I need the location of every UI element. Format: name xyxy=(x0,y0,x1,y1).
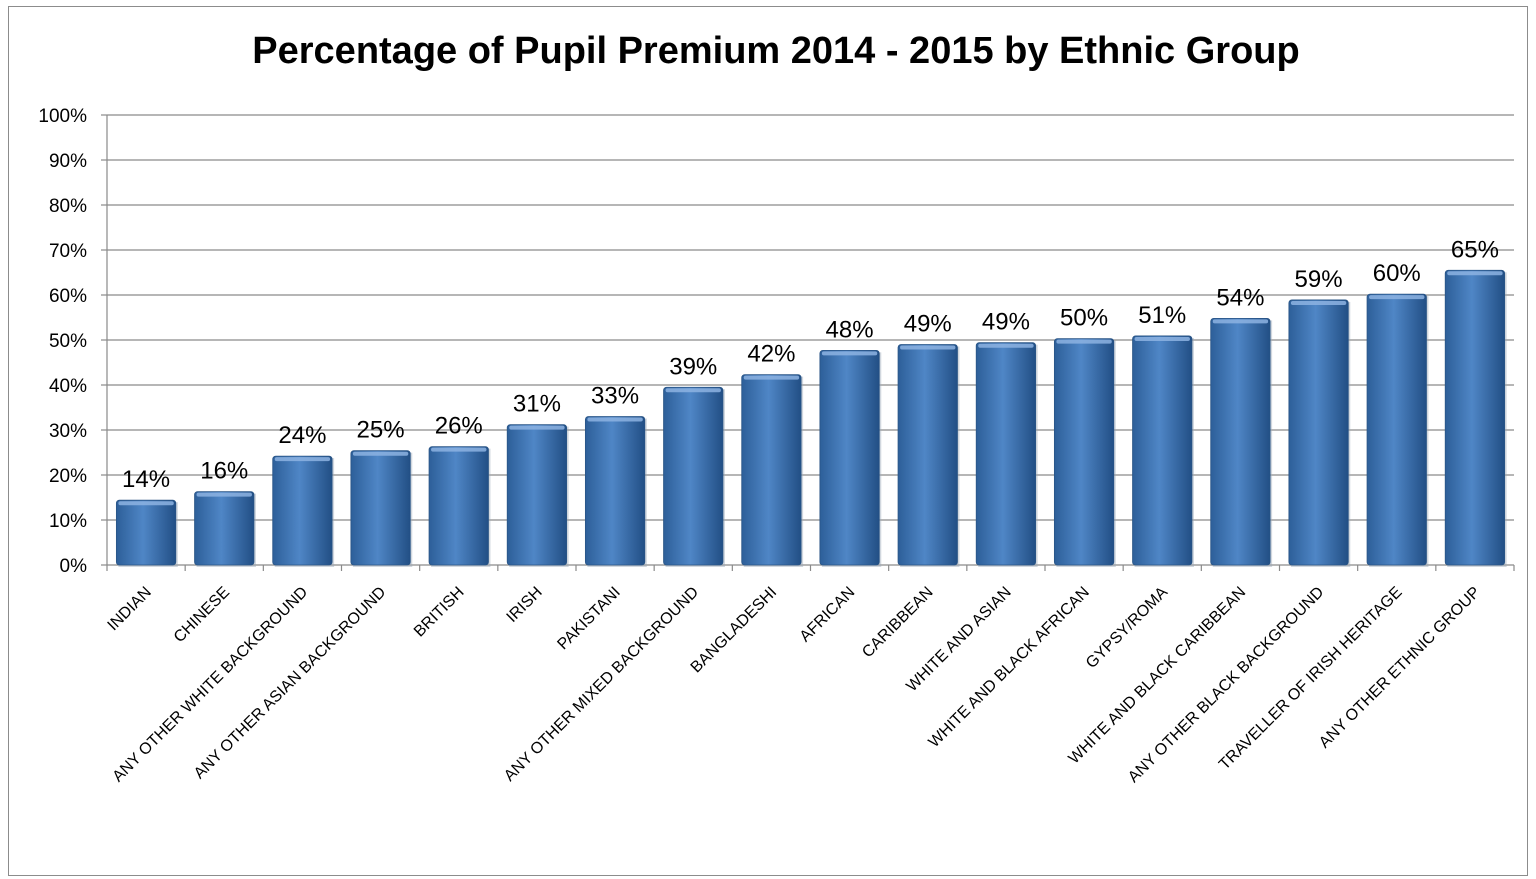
bar xyxy=(272,455,333,566)
data-label: 31% xyxy=(513,391,561,418)
bar xyxy=(1132,335,1193,566)
category-label: WHITE AND BLACK CARIBBEAN xyxy=(1066,584,1250,768)
bar xyxy=(584,416,646,566)
bar-highlight xyxy=(1369,295,1425,300)
data-label: 39% xyxy=(669,353,717,380)
bar-highlight xyxy=(352,451,409,456)
category-label: IRISH xyxy=(504,584,546,626)
bar-highlight xyxy=(587,417,643,422)
bar xyxy=(1366,293,1427,566)
bar xyxy=(1444,269,1506,566)
category-label: GYPSY/ROMA xyxy=(1083,584,1171,672)
category-label: CARIBBEAN xyxy=(859,584,936,661)
y-tick-label: 0% xyxy=(60,556,88,577)
bar xyxy=(1053,338,1115,566)
data-label: 48% xyxy=(826,316,874,343)
y-tick-label: 20% xyxy=(49,466,87,487)
y-tick-label: 100% xyxy=(38,106,87,127)
data-label: 24% xyxy=(278,422,326,449)
bar-highlight xyxy=(1447,271,1503,276)
data-label: 14% xyxy=(122,466,170,493)
chart-title: Percentage of Pupil Premium 2014 - 2015 … xyxy=(252,30,1300,72)
category-label: INDIAN xyxy=(105,584,155,634)
bar xyxy=(975,342,1037,566)
gridlines xyxy=(107,114,1514,521)
bar xyxy=(819,349,880,566)
data-label: 51% xyxy=(1138,302,1186,329)
y-tick-label: 80% xyxy=(49,196,87,217)
bars xyxy=(115,269,1507,567)
bar xyxy=(194,491,255,566)
bar xyxy=(1210,317,1271,566)
bar xyxy=(741,374,802,566)
y-tick-label: 40% xyxy=(49,376,87,397)
bar-highlight xyxy=(509,425,565,430)
bar xyxy=(428,446,489,566)
bar-highlight xyxy=(1212,319,1269,324)
bar-highlight xyxy=(1290,300,1347,305)
bar xyxy=(663,386,724,566)
bar xyxy=(1288,299,1349,566)
data-label: 33% xyxy=(591,383,639,410)
data-label: 25% xyxy=(357,417,405,444)
data-label: 42% xyxy=(747,341,795,368)
data-label: 26% xyxy=(435,413,483,440)
bar-highlight xyxy=(431,447,487,452)
category-label: BRITISH xyxy=(411,584,468,641)
y-tick-label: 10% xyxy=(49,511,87,532)
bar xyxy=(115,499,177,566)
data-label: 49% xyxy=(904,311,952,338)
bar-highlight xyxy=(665,388,721,393)
data-label: 60% xyxy=(1373,260,1421,287)
y-tick-label: 70% xyxy=(49,241,87,262)
y-tick-label: 30% xyxy=(49,421,87,442)
category-label: ANY OTHER ETHNIC GROUP xyxy=(1316,584,1484,752)
category-label: AFRICAN xyxy=(797,584,859,646)
bar-highlight xyxy=(978,343,1034,348)
data-label: 49% xyxy=(982,309,1030,336)
bar-highlight xyxy=(1134,336,1190,341)
bar-highlight xyxy=(821,351,878,356)
bar xyxy=(506,424,568,566)
data-label: 65% xyxy=(1451,236,1499,263)
y-tick-label: 60% xyxy=(49,286,87,307)
bar-highlight xyxy=(274,457,331,462)
bar xyxy=(350,450,411,566)
bar-highlight xyxy=(1056,339,1112,344)
category-label: PAKISTANI xyxy=(554,584,623,653)
y-tick-label: 90% xyxy=(49,151,87,172)
bar-highlight xyxy=(900,345,956,350)
category-label: BANGLADESHI xyxy=(688,584,780,676)
data-label: 54% xyxy=(1216,284,1264,311)
data-label: 50% xyxy=(1060,305,1108,332)
axes: 0% 10% 20% 30% 40% 50% 60% 70% 80% 90% 100% xyxy=(38,106,1515,577)
bar-highlight xyxy=(196,492,252,497)
y-tick-label: 50% xyxy=(49,331,87,352)
bar xyxy=(897,344,958,566)
data-label: 59% xyxy=(1295,266,1343,293)
bar-highlight xyxy=(118,501,174,506)
category-label: WHITE AND BLACK AFRICAN xyxy=(926,584,1093,751)
category-label: CHINESE xyxy=(171,584,233,646)
data-labels: 14% 16% 24% 25% 26% 31% 33% 39% 42% 48% 49% 49% 50% 5… xyxy=(122,236,1499,493)
data-label: 16% xyxy=(200,458,248,485)
bar-highlight xyxy=(743,375,800,380)
